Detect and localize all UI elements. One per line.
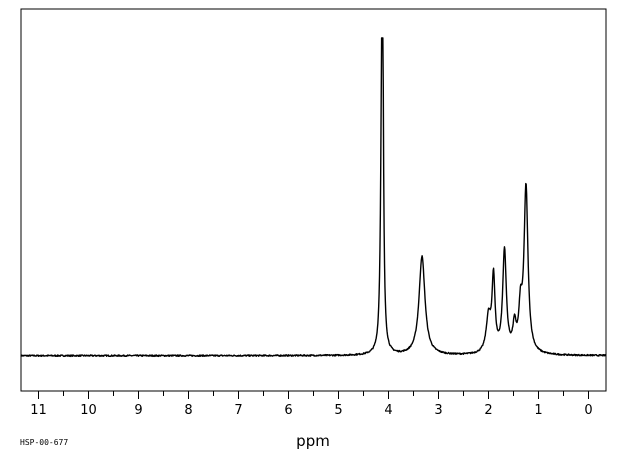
x-tick-label: 7 (234, 403, 242, 418)
x-tick-label: 1 (534, 403, 542, 418)
x-tick-label: 8 (184, 403, 192, 418)
spectrum-code-label: HSP-00-677 (20, 438, 68, 447)
x-tick-label: 4 (384, 403, 392, 418)
x-tick-label: 3 (434, 403, 442, 418)
x-axis-tick-labels: 11 10 9 8 7 6 5 4 3 2 1 0 (30, 403, 592, 418)
x-tick-label: 9 (134, 403, 142, 418)
x-tick-label: 5 (334, 403, 342, 418)
x-axis-ticks (38, 391, 589, 399)
plot-frame (20, 8, 607, 392)
x-tick-label: 0 (584, 403, 592, 418)
x-tick-label: 2 (484, 403, 492, 418)
x-tick-label: 10 (80, 403, 97, 418)
x-axis-label: ppm (296, 432, 330, 450)
x-tick-label: 6 (284, 403, 292, 418)
spectrum-trace (20, 37, 607, 358)
x-tick-label: 11 (30, 403, 47, 418)
